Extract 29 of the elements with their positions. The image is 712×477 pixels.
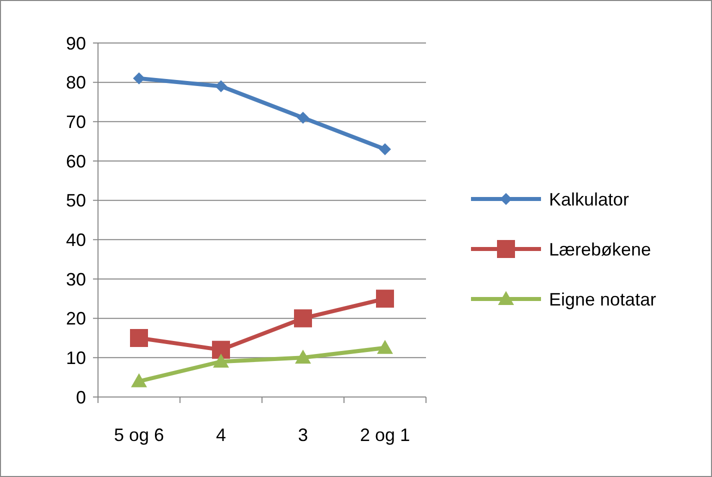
legend-label: Kalkulator <box>549 189 630 210</box>
point <box>133 72 145 84</box>
y-tick-label: 10 <box>66 348 86 368</box>
y-tick-label: 70 <box>66 112 86 132</box>
y-tick-label: 0 <box>76 387 86 408</box>
y-tick-label: 40 <box>66 230 86 250</box>
x-tick-label: 2 og 1 <box>360 425 410 445</box>
legend-label: Eigne notatar <box>549 289 656 310</box>
point <box>297 112 309 124</box>
point <box>213 354 229 368</box>
y-tick-label: 90 <box>66 33 86 54</box>
point <box>379 143 391 156</box>
y-tick-label: 80 <box>66 72 86 93</box>
x-tick-label: 3 <box>298 425 308 445</box>
y-tick-label: 50 <box>66 190 86 211</box>
y-tick-label: 60 <box>66 151 86 172</box>
point <box>377 340 393 354</box>
x-tick-label: 5 og 6 <box>114 425 164 445</box>
legend-label: Lærebøkene <box>549 239 652 260</box>
point <box>215 80 227 92</box>
y-tick-label: 30 <box>66 269 86 290</box>
point <box>131 373 147 388</box>
y-tick-label: 20 <box>66 308 86 329</box>
point <box>130 329 148 347</box>
point <box>376 290 394 308</box>
point <box>212 340 230 359</box>
point <box>295 350 311 364</box>
x-tick-label: 4 <box>216 425 226 445</box>
point <box>294 309 312 328</box>
